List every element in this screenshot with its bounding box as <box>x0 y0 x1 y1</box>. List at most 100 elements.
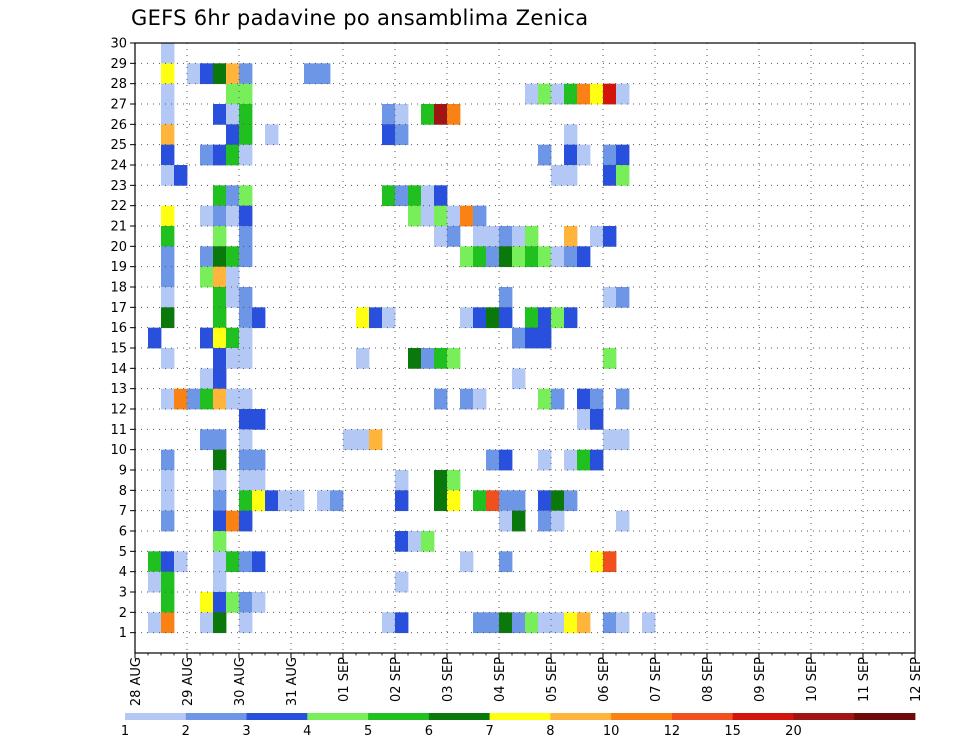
heatmap-cell <box>616 429 630 451</box>
grid-layer <box>135 43 915 653</box>
x-tick-label: 12 SEP <box>909 657 924 702</box>
heatmap-cell <box>616 165 630 186</box>
heatmap-cell <box>395 531 409 552</box>
heatmap-cell <box>239 388 253 410</box>
heatmap-cell <box>226 592 240 613</box>
heatmap-cell <box>226 388 240 410</box>
legend-swatch <box>125 713 187 720</box>
axes-layer: 1234567891011121314151617181920212223242… <box>110 37 924 707</box>
heatmap-cell <box>616 612 630 634</box>
heatmap-cell <box>447 226 461 247</box>
heatmap-cell <box>239 124 253 146</box>
heatmap-cell <box>239 551 253 573</box>
legend-label: 1 <box>121 724 129 739</box>
heatmap-cell <box>473 307 487 329</box>
heatmap-cell <box>226 185 240 207</box>
heatmap-cell <box>226 327 240 349</box>
heatmap-cell <box>213 388 227 410</box>
heatmap-cell <box>161 449 175 471</box>
heatmap-cell <box>161 490 175 512</box>
heatmap-cell <box>603 551 617 573</box>
heatmap-cell <box>512 510 526 532</box>
y-tick-label: 17 <box>110 301 127 316</box>
heatmap-cell <box>200 266 214 288</box>
heatmap-cell <box>460 246 474 268</box>
y-tick-label: 28 <box>110 77 127 92</box>
heatmap-cell <box>590 388 604 410</box>
y-tick-label: 9 <box>119 464 127 479</box>
heatmap-cell <box>265 124 279 146</box>
heatmap-cell <box>603 612 617 634</box>
heatmap-cell <box>213 266 227 288</box>
heatmap-cell <box>551 490 565 512</box>
y-tick-label: 3 <box>119 586 127 601</box>
legend-swatch <box>307 713 369 720</box>
heatmap-cell <box>200 612 214 634</box>
y-tick-label: 20 <box>110 240 127 255</box>
heatmap-cell <box>226 104 240 125</box>
heatmap-cell <box>551 388 565 410</box>
heatmap-cell <box>161 470 175 491</box>
heatmap-cell <box>213 470 227 491</box>
legend-label: 2 <box>182 724 190 739</box>
heatmap-cell <box>161 592 175 613</box>
heatmap-cell <box>499 510 513 532</box>
y-tick-label: 10 <box>110 443 127 458</box>
x-tick-label: 10 SEP <box>805 657 820 702</box>
heatmap-cell <box>603 226 617 247</box>
heatmap-cell <box>161 104 175 125</box>
heatmap-cell <box>551 246 565 268</box>
heatmap-cell <box>161 510 175 532</box>
heatmap-cell <box>447 470 461 491</box>
heatmap-cell <box>382 104 396 125</box>
legend-label: 15 <box>724 724 741 739</box>
heatmap-cell <box>395 490 409 512</box>
x-tick-label: 02 SEP <box>389 657 404 702</box>
heatmap-cell <box>161 551 175 573</box>
heatmap-cell <box>252 592 266 613</box>
heatmap-cell <box>382 185 396 207</box>
heatmap-cell <box>525 612 539 634</box>
heatmap-cell <box>499 449 513 471</box>
heatmap-cell <box>226 551 240 573</box>
heatmap-cell <box>460 307 474 329</box>
heatmap-cell <box>161 226 175 247</box>
heatmap-cell <box>590 409 604 430</box>
heatmap-cell <box>239 592 253 613</box>
heatmap-cell <box>473 388 487 410</box>
heatmap-cell <box>213 307 227 329</box>
heatmap-cell <box>174 388 188 410</box>
heatmap-cell <box>603 165 617 186</box>
heatmap-cell <box>564 165 578 186</box>
y-tick-label: 18 <box>110 281 127 296</box>
heatmap-cell <box>161 83 175 105</box>
y-tick-label: 22 <box>110 199 127 214</box>
heatmap-cell <box>148 551 162 573</box>
heatmap-cell <box>421 348 435 369</box>
heatmap-cell <box>473 246 487 268</box>
heatmap-cell <box>161 307 175 329</box>
heatmap-cell <box>317 63 331 85</box>
heatmap-cell <box>213 63 227 85</box>
heatmap-cell <box>395 612 409 634</box>
y-tick-label: 15 <box>110 342 127 357</box>
heatmap-cell <box>213 246 227 268</box>
heatmap-cell <box>161 165 175 186</box>
heatmap-cell <box>447 490 461 512</box>
y-tick-label: 5 <box>119 545 127 560</box>
x-tick-label: 07 SEP <box>649 657 664 702</box>
legend-label: 7 <box>485 724 493 739</box>
heatmap-cell <box>499 612 513 634</box>
heatmap-cell <box>590 226 604 247</box>
heatmap-cell <box>421 205 435 227</box>
y-tick-label: 8 <box>119 484 127 499</box>
y-tick-label: 26 <box>110 118 127 133</box>
heatmap-cell <box>226 510 240 532</box>
heatmap-cell <box>434 185 448 207</box>
heatmap-cell <box>551 165 565 186</box>
y-tick-label: 12 <box>110 403 127 418</box>
heatmap-cell <box>382 307 396 329</box>
heatmap-cell <box>213 429 227 451</box>
heatmap-cell <box>538 144 552 166</box>
heatmap-cell <box>161 266 175 288</box>
